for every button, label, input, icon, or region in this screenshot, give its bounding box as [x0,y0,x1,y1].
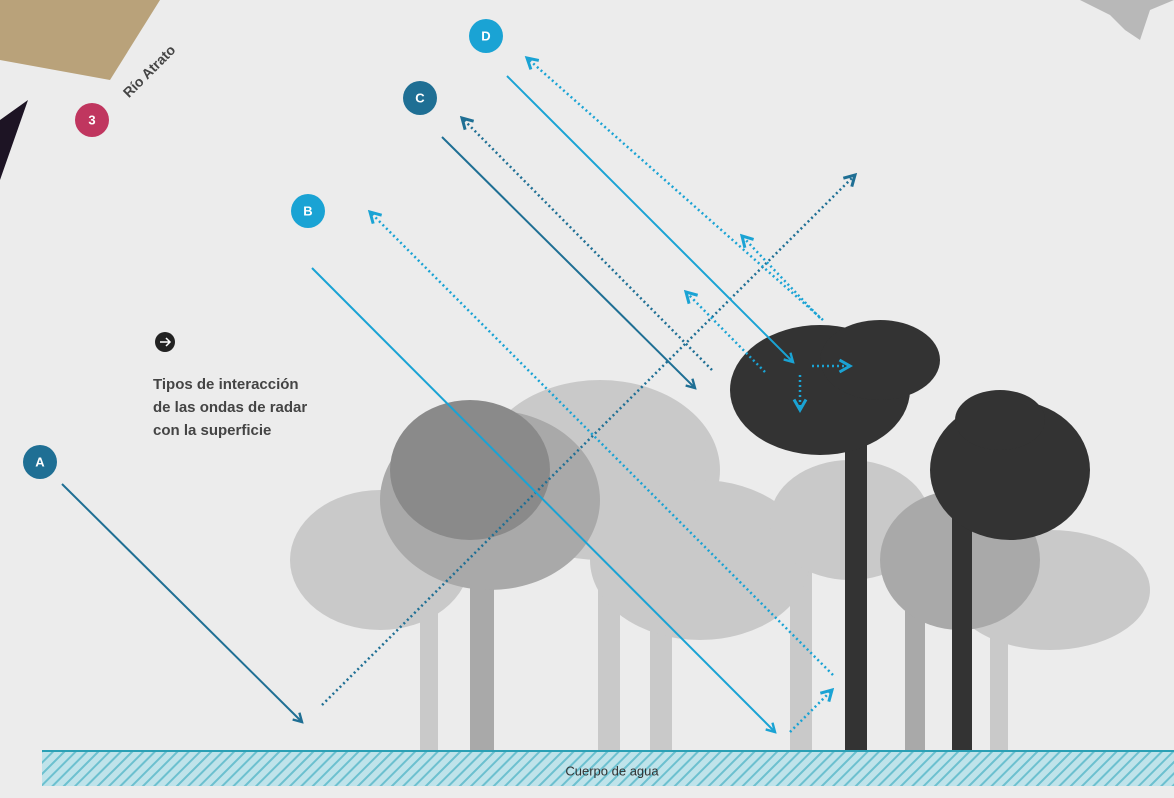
map-thumbnail [0,0,1174,180]
marker-badge [469,19,503,53]
marker-badge [23,445,57,479]
caption-line: de las ondas de radar [153,399,307,416]
marker-label: A [35,454,45,469]
marker-label: C [415,90,425,105]
caption-line: Tipos de interacción [153,376,299,393]
marker-badge [403,81,437,115]
map-number: 3 [88,112,95,127]
marker-badge [291,194,325,228]
radar-rays [61,55,858,734]
marker-label: B [303,203,312,218]
marker-label: D [481,28,490,43]
caption-icon [155,332,175,352]
map-number-badge [75,103,109,137]
trees-background [290,380,1150,750]
trees-foreground [730,320,1090,750]
caption-line: con la superficie [153,422,271,439]
water-label: Cuerpo de agua [565,763,659,778]
water-body [42,752,1174,786]
